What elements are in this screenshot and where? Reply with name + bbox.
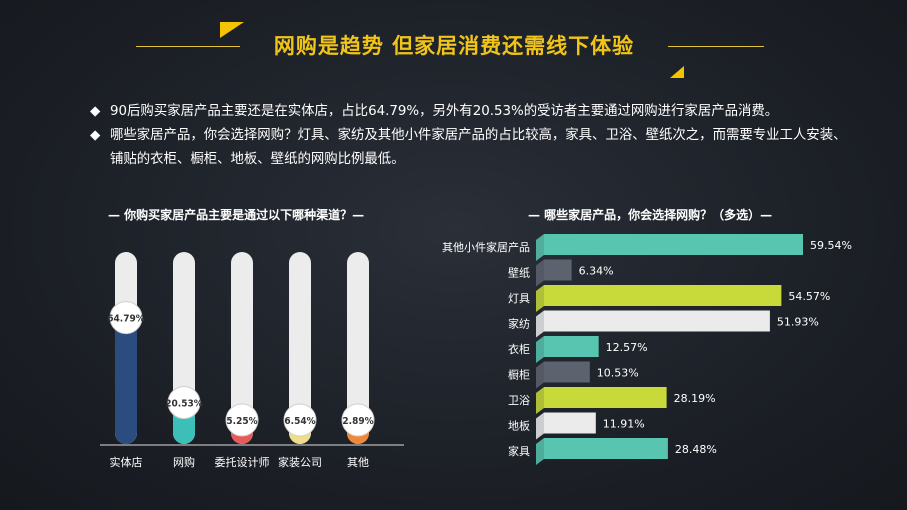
bullet-text: 哪些家居产品，你会选择网购？灯具、家纺及其他小件家居产品的占比较高，家具、卫浴、… bbox=[110, 128, 847, 167]
summary-bullets: ◆ 90后购买家居产品主要还是在实体店，占比64.79%，另外有20.53%的受… bbox=[90, 100, 850, 172]
title-rule-right bbox=[668, 46, 764, 47]
data-label: 51.93% bbox=[777, 316, 819, 329]
bar-tab bbox=[536, 259, 544, 287]
category-label: 壁纸 bbox=[508, 266, 530, 280]
title-banner: 网购是趋势 但家居消费还需线下体验 bbox=[0, 22, 907, 78]
data-label: 12.57% bbox=[606, 341, 648, 354]
category-label: 家具 bbox=[508, 444, 530, 458]
bar-track bbox=[289, 252, 311, 444]
diamond-bullet-icon: ◆ bbox=[90, 128, 101, 143]
category-label: 家装公司 bbox=[278, 455, 322, 469]
bar bbox=[544, 234, 803, 255]
value-bubble bbox=[167, 386, 201, 420]
bullet-item: ◆ 哪些家居产品，你会选择网购？灯具、家纺及其他小件家居产品的占比较高，家具、卫… bbox=[90, 124, 850, 172]
bar-tab bbox=[536, 310, 544, 338]
data-label: 11.91% bbox=[603, 418, 645, 431]
category-label: 灯具 bbox=[508, 292, 530, 305]
category-label: 委托设计师 bbox=[215, 455, 270, 469]
data-label: 54.57% bbox=[788, 290, 830, 303]
data-label: 10.53% bbox=[597, 367, 639, 380]
bar bbox=[544, 310, 770, 332]
category-label: 卫浴 bbox=[508, 394, 530, 407]
data-label: 28.48% bbox=[675, 443, 717, 456]
bar-tab bbox=[536, 234, 544, 261]
category-label: 实体店 bbox=[110, 455, 143, 469]
data-label: 6.54% bbox=[284, 416, 315, 427]
diamond-bullet-icon: ◆ bbox=[90, 104, 101, 119]
bar-tab bbox=[536, 438, 544, 465]
data-label: 64.79% bbox=[107, 314, 144, 325]
data-label: 5.25% bbox=[226, 416, 257, 427]
triangle-decoration-icon bbox=[220, 22, 244, 38]
bar-tab bbox=[536, 285, 544, 312]
bar-tab bbox=[536, 336, 544, 363]
bar-tab bbox=[536, 412, 544, 440]
value-bubble bbox=[225, 403, 259, 437]
title-rule-left bbox=[136, 46, 240, 47]
page-title: 网购是趋势 但家居消费还需线下体验 bbox=[273, 34, 635, 58]
data-label: 59.54% bbox=[810, 239, 852, 252]
bar-tab bbox=[536, 387, 544, 414]
bar bbox=[544, 285, 782, 306]
right-chart-title: — 哪些家居产品，你会选择网购？（多选）— bbox=[528, 208, 773, 222]
category-label: 橱柜 bbox=[508, 368, 530, 382]
data-label: 28.19% bbox=[674, 392, 716, 405]
bar bbox=[544, 387, 667, 408]
bar bbox=[544, 412, 596, 434]
bar bbox=[115, 319, 137, 444]
bullet-item: ◆ 90后购买家居产品主要还是在实体店，占比64.79%，另外有20.53%的受… bbox=[90, 100, 850, 124]
data-label: 6.34% bbox=[579, 265, 614, 278]
bullet-text: 90后购买家居产品主要还是在实体店，占比64.79%，另外有20.53%的受访者… bbox=[110, 104, 779, 119]
data-label: 2.89% bbox=[342, 416, 373, 427]
bar-track bbox=[347, 252, 369, 444]
data-label: 20.53% bbox=[165, 399, 202, 410]
bar bbox=[544, 259, 572, 281]
value-bubble bbox=[283, 403, 317, 437]
category-label: 网购 bbox=[173, 455, 195, 469]
bar bbox=[544, 336, 599, 357]
category-label: 其他小件家居产品 bbox=[442, 240, 530, 254]
bar-track bbox=[231, 252, 253, 444]
bar-tab bbox=[536, 361, 544, 389]
bar bbox=[544, 438, 668, 459]
left-chart-title: — 你购买家居产品主要是通过以下哪种渠道？— bbox=[108, 208, 365, 222]
category-label: 家纺 bbox=[508, 317, 530, 331]
category-label: 地板 bbox=[508, 419, 530, 433]
category-label: 衣柜 bbox=[508, 342, 530, 356]
bar bbox=[544, 361, 590, 383]
category-label: 其他 bbox=[347, 456, 369, 469]
triangle-decoration-icon bbox=[670, 66, 684, 78]
value-bubble bbox=[341, 403, 375, 437]
value-bubble bbox=[109, 301, 143, 335]
